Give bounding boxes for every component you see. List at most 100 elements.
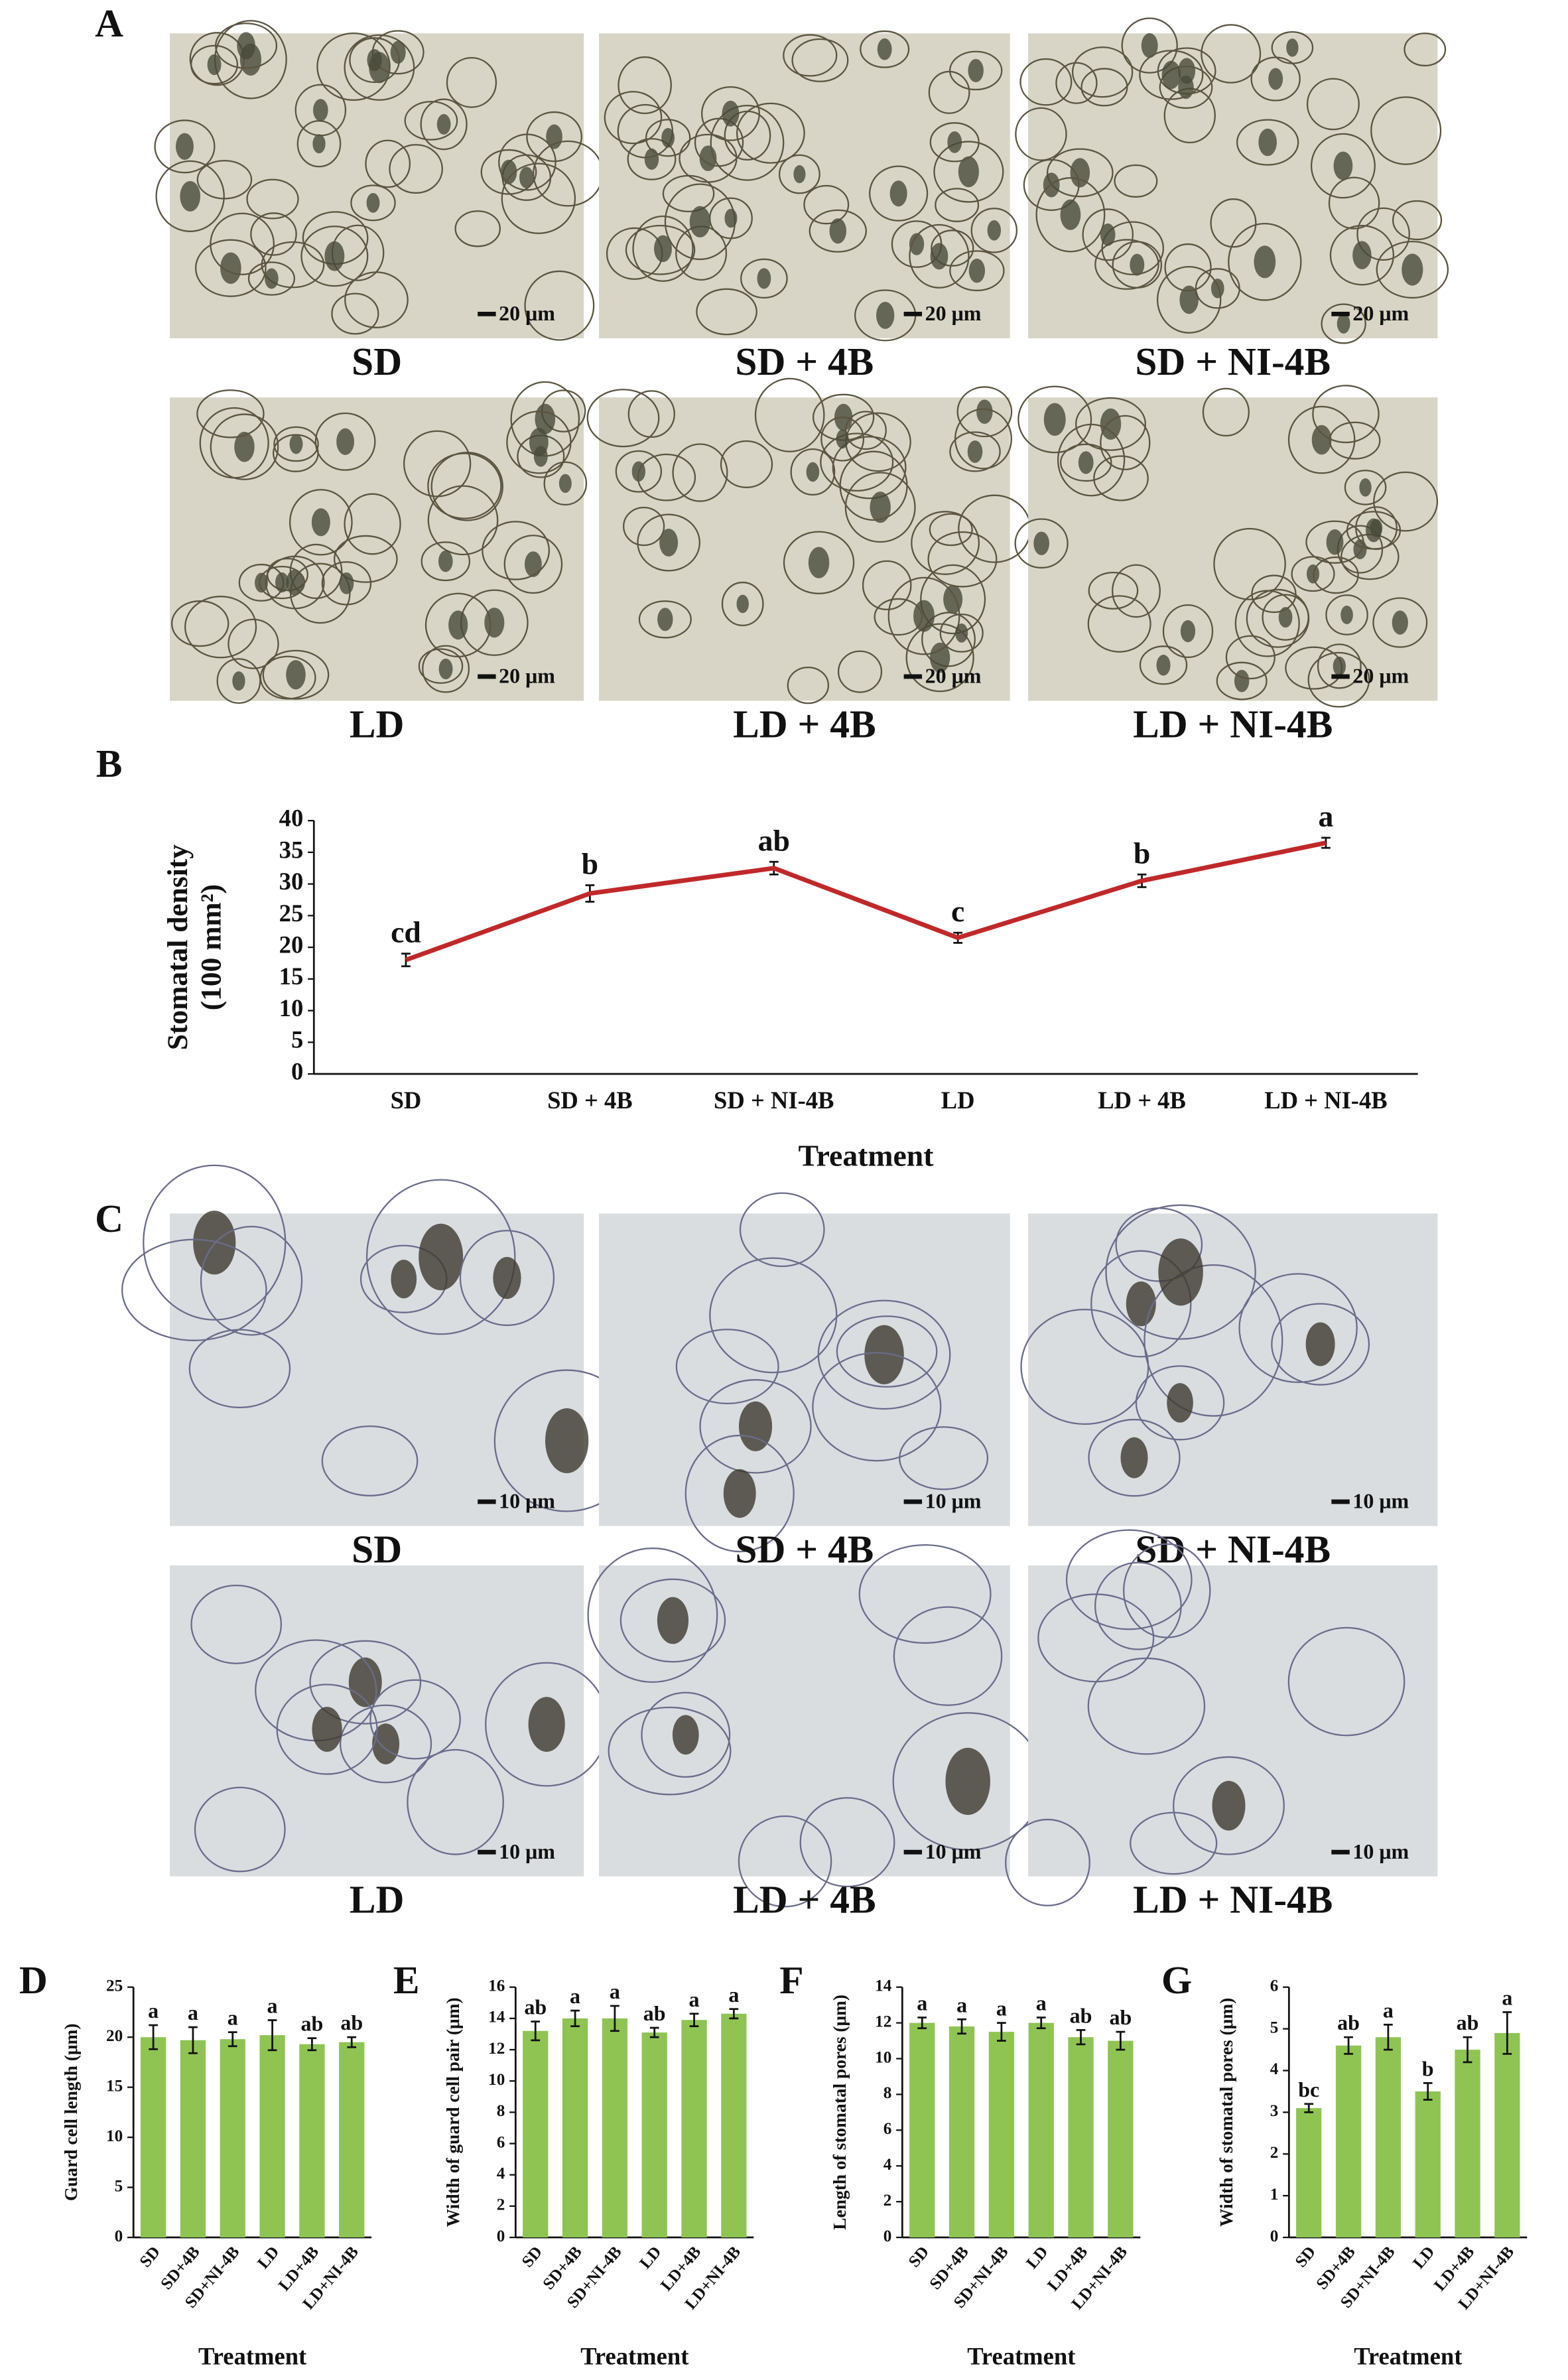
cell-outline [501, 163, 576, 234]
cell-outline [1072, 46, 1134, 98]
cell-outline [1317, 643, 1362, 689]
error-bar [997, 2022, 1006, 2042]
cell-outline [618, 56, 672, 115]
cell-outline [427, 452, 502, 519]
x-tick-label: LD + NI-4B [1264, 1087, 1387, 1114]
x-tick-label: SD [519, 2243, 546, 2271]
panel-label: G [1161, 1958, 1192, 2002]
significance-label: a [1502, 1985, 1512, 2009]
cell-outline [909, 224, 970, 289]
cell-outline [1100, 415, 1151, 470]
stoma [976, 399, 993, 425]
x-tick-label: SD [391, 1087, 422, 1114]
cell-outline [321, 1425, 419, 1496]
cell-outline [604, 91, 663, 145]
cell-outline [837, 650, 883, 693]
cell-outline [931, 230, 974, 267]
scale-label: 10 μm [499, 1839, 555, 1863]
stoma [372, 1723, 400, 1764]
stoma [689, 206, 711, 237]
stoma [736, 594, 749, 614]
bar [220, 2039, 245, 2238]
panel-label: B [96, 742, 123, 785]
cell-outline [709, 1257, 838, 1374]
cell-outline [1213, 527, 1286, 600]
cell-outline [625, 224, 696, 275]
y-axis-label: Guard cell length (μm) [61, 2024, 81, 2202]
error-bar [531, 2020, 541, 2042]
cell-outline [344, 493, 401, 555]
cell-outline [498, 133, 556, 191]
cell-outline [1139, 645, 1188, 685]
image-caption: LD [350, 702, 405, 746]
stoma [1033, 531, 1049, 555]
y-tick-label: 14 [875, 1977, 892, 1995]
error-bar [1116, 2030, 1126, 2051]
stoma [1326, 529, 1344, 555]
cell-outline [1075, 397, 1146, 451]
cell-outline [778, 154, 820, 194]
y-tick-label: 6 [883, 2120, 892, 2138]
stoma [220, 252, 241, 284]
cell-outline [927, 531, 998, 588]
stoma [1167, 1383, 1193, 1423]
y-tick-label: 30 [279, 868, 304, 895]
bar [1108, 2040, 1134, 2238]
stoma [829, 218, 847, 244]
bar [681, 2020, 707, 2238]
cell-outline [1287, 405, 1356, 474]
cell-outline [294, 84, 347, 137]
cell-outline [1376, 240, 1449, 299]
x-tick-label: SD [905, 2243, 933, 2271]
cell-outline [365, 1179, 516, 1335]
cell-outline [188, 1329, 291, 1409]
cell-outline [720, 440, 773, 488]
stoma [1120, 1437, 1148, 1479]
y-tick-label: 20 [279, 931, 304, 958]
stoma [438, 550, 453, 572]
stoma [545, 1408, 589, 1473]
stoma [1305, 1322, 1335, 1366]
significance-label: ab [1457, 2011, 1479, 2034]
cell-outline [210, 212, 275, 275]
bar [1028, 2022, 1054, 2238]
y-tick-label: 15 [279, 962, 304, 990]
stoma [968, 258, 986, 283]
stoma [234, 431, 255, 462]
cell-outline [935, 188, 980, 222]
cell-outline [1112, 564, 1161, 618]
significance-label: b [1422, 2056, 1434, 2080]
x-axis-label: Treatment [1354, 2342, 1463, 2369]
cell-outline [1313, 556, 1359, 594]
cell-outline [143, 1164, 287, 1321]
cell-outline [1046, 148, 1114, 198]
cell-outline [155, 160, 225, 232]
stoma [1178, 75, 1194, 99]
micrograph: 20 μm [599, 30, 1018, 342]
cell-outline [1236, 119, 1299, 166]
cell-outline [710, 105, 785, 181]
cell-outline [920, 564, 986, 635]
scale-label: 10 μm [499, 1489, 555, 1513]
significance-label: ab [301, 2012, 324, 2036]
stoma [1141, 33, 1158, 58]
cell-outline [1105, 1204, 1256, 1340]
scale-label: 10 μm [1352, 1839, 1409, 1863]
cell-outline [1015, 107, 1067, 161]
significance-label: a [188, 2001, 198, 2024]
y-tick-label: 12 [875, 2013, 891, 2030]
panel-label: C [95, 1197, 123, 1240]
stoma [1286, 38, 1299, 57]
significance-label: ab [524, 1995, 547, 2019]
micrograph: 20 μm [586, 377, 1031, 704]
micrograph: 20 μm [1014, 385, 1439, 708]
cell-outline [736, 102, 805, 164]
error-bar [1423, 2082, 1433, 2101]
x-tick-label: SD [1292, 2243, 1319, 2271]
y-tick-label: 25 [106, 1977, 123, 1995]
cell-outline [1329, 225, 1395, 286]
cell-outline [1060, 443, 1112, 482]
x-tick-label: LD [254, 2243, 283, 2273]
y-tick-label: 10 [875, 2048, 891, 2066]
error-bar [267, 2019, 277, 2052]
